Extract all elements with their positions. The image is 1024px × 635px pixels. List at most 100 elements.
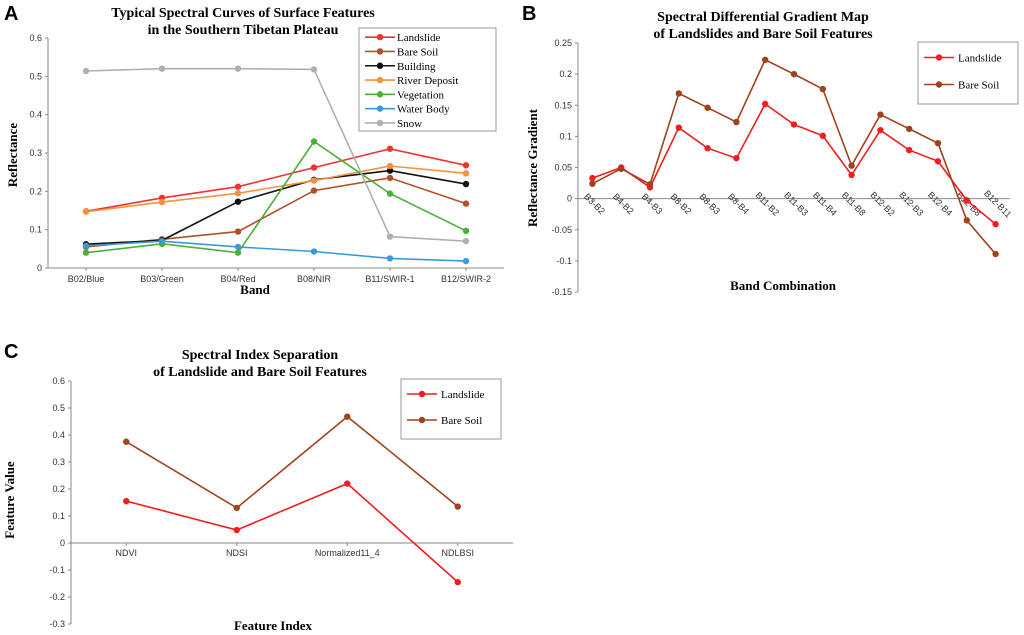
data-point xyxy=(848,171,855,179)
y-axis-label: Reflectance Gradient xyxy=(525,108,540,227)
series-line xyxy=(125,415,459,509)
y-tick-label: 0.2 xyxy=(559,69,572,79)
y-tick-label: -0.1 xyxy=(556,256,572,266)
y-tick-label: -0.1 xyxy=(49,565,65,575)
x-tick-label: B8-B4 xyxy=(726,191,751,216)
y-tick-label: 0.1 xyxy=(29,225,42,235)
chart-title-line-2: in the Southern Tibetan Plateau xyxy=(148,23,339,38)
y-tick-label: -0.2 xyxy=(49,592,65,602)
data-point xyxy=(234,198,242,205)
y-tick-label: 0.1 xyxy=(52,511,65,521)
chart-panel-b: B Spectral Differential Gradient Map of … xyxy=(522,3,1019,297)
data-point xyxy=(454,578,461,586)
legend-marker xyxy=(376,105,384,112)
data-point xyxy=(82,67,90,75)
x-tick-label: Normalized11_4 xyxy=(315,548,380,558)
legend-marker xyxy=(376,33,384,41)
x-tick-label: NDVI xyxy=(115,548,137,558)
data-point xyxy=(733,118,740,126)
y-tick-label: 0.5 xyxy=(29,71,42,81)
series-line xyxy=(85,177,467,248)
data-point xyxy=(790,121,798,128)
legend-label: Bare Soil xyxy=(958,80,999,92)
legend-label: Landslide xyxy=(397,32,440,44)
legend-label: Landslide xyxy=(441,389,484,401)
data-point xyxy=(454,503,461,510)
data-point xyxy=(158,237,166,245)
data-point xyxy=(233,504,240,512)
y-tick-label: 0.5 xyxy=(52,403,65,413)
data-point xyxy=(310,248,318,255)
data-point xyxy=(386,233,394,240)
chart-title-line-1: Spectral Index Separation xyxy=(182,348,339,363)
x-tick-label: B8-B3 xyxy=(697,191,722,216)
y-tick-label: 0 xyxy=(60,538,65,548)
chart-title-line-1: Spectral Differential Gradient Map xyxy=(657,10,869,25)
chart-title-line-2: of Landslide and Bare Soil Features xyxy=(153,365,367,380)
x-tick-label: B4-B2 xyxy=(611,191,636,216)
legend-box xyxy=(917,41,1019,105)
x-tick-label: B11-B4 xyxy=(811,190,839,218)
data-point xyxy=(310,177,318,184)
y-tick-label: -0.15 xyxy=(551,287,572,297)
data-point xyxy=(877,111,884,118)
y-tick-label: -0.3 xyxy=(49,619,65,629)
data-point xyxy=(934,140,942,147)
legend: Landslide Bare Soil xyxy=(917,41,1019,105)
x-tick-label: B12-B2 xyxy=(868,190,896,218)
data-point xyxy=(589,180,596,187)
y-axis-label: Reflectance xyxy=(5,123,20,187)
legend-marker xyxy=(418,416,426,424)
y-tick-label: 0.6 xyxy=(29,33,42,43)
data-point xyxy=(790,70,798,78)
panel-label-b: B xyxy=(522,3,536,25)
data-point xyxy=(82,242,90,249)
data-point xyxy=(310,164,318,171)
data-point xyxy=(82,208,90,215)
series-line xyxy=(85,240,467,262)
y-tick-label: 0.15 xyxy=(554,100,572,110)
data-point xyxy=(733,154,740,162)
data-point xyxy=(819,132,826,139)
x-tick-label: B12-B4 xyxy=(926,190,954,218)
data-point xyxy=(233,526,240,534)
data-point xyxy=(462,162,470,169)
y-tick-label: 0 xyxy=(567,194,572,204)
series-line xyxy=(85,140,467,254)
x-tick-label: B08/NIR xyxy=(297,274,332,284)
data-point xyxy=(762,100,769,108)
x-tick-label: B11-B8 xyxy=(840,190,868,218)
y-tick-label: 0.3 xyxy=(29,148,42,158)
x-tick-label: B8-B2 xyxy=(669,191,694,216)
data-point xyxy=(386,145,394,152)
legend-label: Water Body xyxy=(397,104,450,116)
y-axis-label: Feature Value xyxy=(2,461,17,539)
data-point xyxy=(462,170,470,177)
data-point xyxy=(82,249,90,256)
data-point xyxy=(462,237,470,245)
data-point xyxy=(310,66,318,73)
legend-label: Bare Soil xyxy=(441,415,482,427)
series-line xyxy=(126,482,459,583)
panel-label-a: A xyxy=(4,3,18,25)
data-point xyxy=(344,480,351,487)
y-tick-label: 0.6 xyxy=(52,376,65,386)
y-tick-label: 0.25 xyxy=(554,38,572,48)
x-tick-label: B02/Blue xyxy=(68,274,105,284)
data-point xyxy=(848,162,855,169)
legend-marker xyxy=(376,76,384,84)
x-tick-label: NDSI xyxy=(226,548,248,558)
x-tick-label: B11-B2 xyxy=(753,190,781,218)
legend-box xyxy=(400,378,502,440)
data-point xyxy=(992,220,999,228)
x-axis-label: Feature Index xyxy=(234,618,313,633)
data-point xyxy=(386,190,394,197)
data-point xyxy=(234,183,242,190)
x-tick-label: B12/SWIR-2 xyxy=(441,274,491,284)
y-tick-label: 0 xyxy=(37,263,42,273)
x-axis-label: Band xyxy=(240,282,270,297)
data-point xyxy=(819,85,826,93)
data-point xyxy=(646,181,654,188)
data-point xyxy=(618,165,625,172)
data-point xyxy=(234,243,242,251)
